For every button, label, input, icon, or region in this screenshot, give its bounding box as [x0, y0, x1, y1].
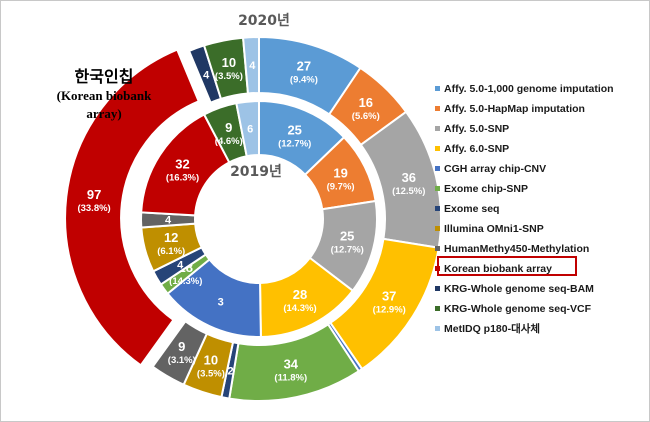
legend-swatch — [435, 106, 440, 111]
inner-ring-slice-label-10: 9 (4.6%) — [215, 120, 243, 147]
legend-item-exome-seq: Exome seq — [435, 199, 614, 219]
outer-ring-slice-label-2: 36 (12.5%) — [392, 170, 425, 197]
outer-ring-slice-9 — [64, 48, 201, 367]
legend-item-krg-whole-genome-seq-vcf: KRG-Whole genome seq-VCF — [435, 299, 614, 319]
inner-ring-slice-label-8: 4 — [165, 215, 172, 227]
inner-ring-slice-label-9: 32 (16.3%) — [166, 157, 199, 184]
legend-label: Affy. 5.0-SNP — [444, 123, 510, 135]
inner-ring-slice-label-1: 19 (9.7%) — [327, 166, 355, 193]
legend-item-cgh-array-chip-cnv: CGH array chip-CNV — [435, 159, 614, 179]
outer-ring-slice-label-7: 10 (3.5%) — [197, 352, 225, 379]
outer-ring-slice-label-3: 37 (12.9%) — [373, 288, 406, 315]
legend-swatch — [435, 186, 440, 191]
inner-ring-slice-label-4: 3 — [218, 297, 224, 309]
inner-ring-slice-label-3: 28 (14.3%) — [283, 287, 316, 314]
outer-ring-slice-label-0: 27 (9.4%) — [290, 59, 318, 86]
legend-label: Exome chip-SNP — [444, 183, 529, 195]
legend-label: Exome seq — [444, 203, 500, 215]
legend-swatch — [435, 286, 440, 291]
inner-ring-slice-label-6: 4 — [177, 260, 184, 272]
outer-ring-slice-8 — [151, 319, 209, 386]
legend-label: HumanMethy450-Methylation — [444, 243, 590, 255]
inner-ring-slice-label-0: 25 (12.7%) — [278, 122, 311, 149]
outer-ring-slice-label-10: 4 — [203, 69, 210, 81]
legend-swatch — [435, 86, 440, 91]
chart-legend: Affy. 5.0-1,000 genome imputation Affy. 5… — [435, 79, 614, 339]
legend-label: Affy. 5.0-HapMap imputation — [444, 103, 585, 115]
legend-item-humanmethy450-methylation: HumanMethy450-Methylation — [435, 239, 614, 259]
legend-label: Korean biobank array — [444, 263, 552, 275]
legend-swatch — [435, 246, 440, 251]
legend-swatch — [435, 326, 440, 331]
legend-item-affy-5-0-hapmap-imputation: Affy. 5.0-HapMap imputation — [435, 99, 614, 119]
callout-main-label: 한국인칩 — [74, 67, 134, 86]
outer-ring-slice-label-6: 2 — [227, 365, 233, 377]
legend-item-affy-5-0-snp: Affy. 5.0-SNP — [435, 119, 614, 139]
legend-swatch — [435, 226, 440, 231]
legend-label: Affy. 6.0-SNP — [444, 143, 510, 155]
legend-item-krg-whole-genome-seq-bam: KRG-Whole genome seq-BAM — [435, 279, 614, 299]
legend-swatch — [435, 206, 440, 211]
legend-highlight-box — [437, 256, 577, 276]
callout-sub-label: (Korean biobank array) — [56, 88, 152, 121]
legend-label: KRG-Whole genome seq-BAM — [444, 283, 594, 295]
legend-swatch — [435, 166, 440, 171]
legend-label: CGH array chip-CNV — [444, 163, 547, 175]
outer-ring-slice-label-11: 10 (3.5%) — [215, 55, 243, 82]
outer-ring-slice-label-9: 97 (33.8%) — [77, 187, 110, 214]
legend-swatch — [435, 126, 440, 131]
korean-chip-callout: 한국인칩 (Korean biobank array) — [39, 67, 169, 123]
legend-label: Affy. 5.0-1,000 genome imputation — [444, 83, 614, 95]
inner-ring-slice-label-2: 25 (12.7%) — [331, 229, 364, 256]
legend-item-affy-5-0-1-000-genome-imputation: Affy. 5.0-1,000 genome imputation — [435, 79, 614, 99]
legend-item-illumina-omni1-snp: Illumina OMni1-SNP — [435, 219, 614, 239]
inner-ring-slice-11 — [235, 99, 260, 158]
legend-item-metidq-p180: MetIDQ p180-대사체 — [435, 319, 614, 339]
outer-ring-slice-label-12: 4 — [249, 60, 256, 72]
legend-swatch — [435, 306, 440, 311]
outer-ring-slice-12 — [241, 35, 260, 95]
inner-ring-slice-label-11: 6 — [247, 123, 253, 135]
inner-ring-title: 2019년 — [230, 164, 282, 180]
inner-ring-slice-label-7: 12 (6.1%) — [157, 230, 185, 257]
legend-label: MetIDQ p180-대사체 — [444, 323, 541, 335]
outer-ring-title: 2020년 — [238, 13, 290, 29]
outer-ring-slice-label-5: 34 (11.8%) — [274, 357, 307, 384]
legend-label: KRG-Whole genome seq-VCF — [444, 303, 592, 315]
legend-item-exome-chip-snp: Exome chip-SNP — [435, 179, 614, 199]
outer-ring-slice-label-1: 16 (5.6%) — [352, 95, 380, 122]
legend-label: Illumina OMni1-SNP — [444, 223, 544, 235]
outer-ring-slice-label-8: 9 (3.1%) — [168, 339, 196, 366]
legend-item-affy-6-0-snp: Affy. 6.0-SNP — [435, 139, 614, 159]
legend-swatch — [435, 146, 440, 151]
